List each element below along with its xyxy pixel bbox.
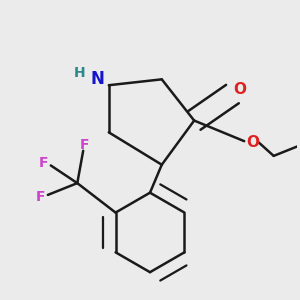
Text: F: F bbox=[39, 156, 48, 170]
Text: H: H bbox=[74, 66, 85, 80]
Text: F: F bbox=[80, 138, 89, 152]
Text: O: O bbox=[233, 82, 246, 97]
Text: N: N bbox=[90, 70, 104, 88]
Text: F: F bbox=[36, 190, 45, 204]
Text: O: O bbox=[246, 135, 259, 150]
